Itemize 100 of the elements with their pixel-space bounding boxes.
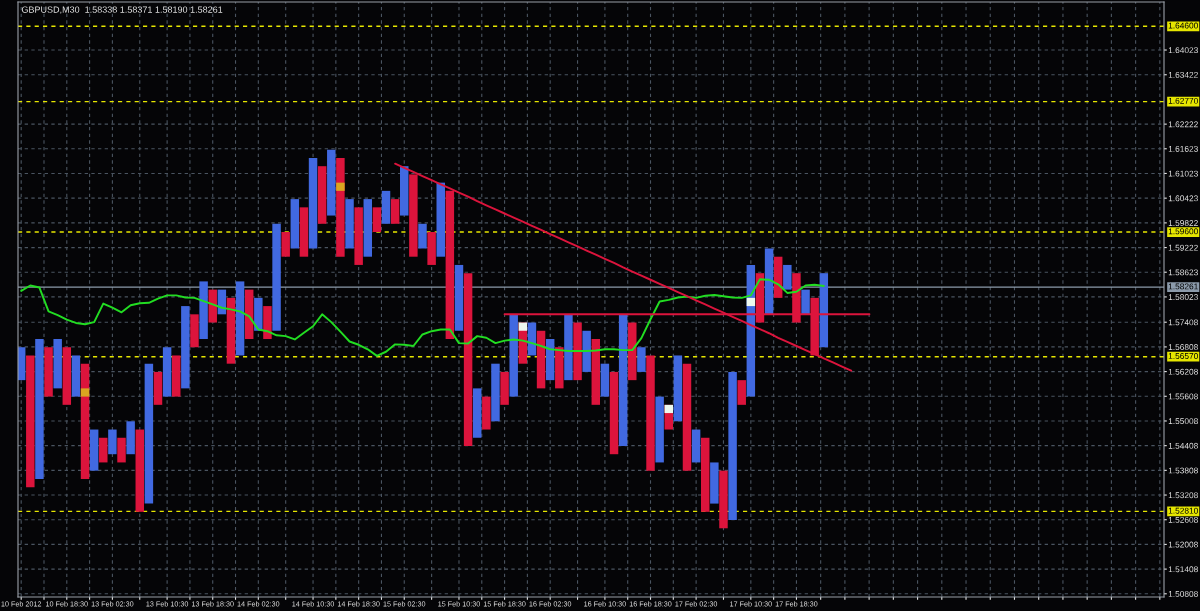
bar [618,314,628,446]
bar [44,347,53,397]
ref-line-label: 1.64600 [1168,22,1198,29]
bar [108,429,117,455]
bar [80,363,90,479]
bar [89,429,99,471]
bar [172,355,181,397]
ref-line-label: 1.56570 [1168,353,1198,359]
bar [564,314,573,381]
y-tick-label: 1.52008 [1168,541,1198,548]
bar [372,207,382,233]
bar [317,166,327,224]
y-tick-label: 1.60423 [1168,195,1198,202]
y-tick-label: 1.53208 [1168,492,1198,499]
bar [628,322,637,381]
bar [500,371,509,405]
bar [482,396,491,430]
bar [573,322,582,381]
bar [801,289,810,315]
y-tick-label: 1.58023 [1168,294,1198,301]
y-tick-label: 1.57408 [1168,319,1198,326]
y-tick-label: 1.64023 [1168,47,1198,54]
bar [117,437,126,463]
bar [664,404,673,414]
bar [53,339,62,389]
bar [783,264,792,290]
y-tick-label: 1.55008 [1168,418,1198,425]
bar [26,355,35,488]
bar [354,207,363,265]
bar [746,297,756,307]
bar [472,388,482,438]
y-tick-label: 1.58623 [1168,269,1198,276]
bar [764,248,774,315]
bar [381,190,391,224]
bar [737,380,746,405]
y-tick-label: 1.53808 [1168,467,1198,474]
y-tick-label: 1.50808 [1168,590,1198,597]
bar [80,388,90,397]
bar [126,421,135,455]
bar [463,273,473,446]
bar [491,363,500,422]
ref-line-label: 1.62770 [1168,97,1198,104]
bar [555,347,564,389]
bar [609,371,619,455]
bar [400,166,409,216]
y-tick-label: 1.54408 [1168,442,1198,449]
bar [728,371,737,521]
bar [263,306,272,339]
bar [418,223,427,249]
bar [226,297,236,364]
bar [308,157,318,249]
ref-line-label: 1.59600 [1168,228,1198,235]
bar [390,199,400,224]
bar [290,199,300,249]
bar [336,182,345,191]
y-tick-label: 1.61623 [1168,145,1198,152]
bar [99,437,108,463]
bar [710,462,719,504]
bar [235,281,245,356]
bar [363,199,373,257]
bar [436,182,445,257]
bar [199,281,208,339]
bar [144,363,154,504]
bar [35,339,44,479]
y-tick-label: 1.51408 [1168,566,1198,573]
chart-title: GBPUSD,M30 1.58338 1.58371 1.58190 1.58261 [21,6,223,14]
y-tick-label: 1.55608 [1168,393,1198,400]
y-tick-label: 1.63422 [1168,71,1198,78]
bar [181,306,190,389]
bar [327,149,336,216]
y-tick-label: 1.56808 [1168,344,1198,350]
bar [62,347,72,405]
bar [445,190,455,339]
bar [272,223,281,331]
ref-line-label: 1.58261 [1168,283,1198,290]
bar [409,174,418,257]
bar [646,355,655,471]
bar [545,339,555,381]
bar [71,355,81,397]
bar [190,314,199,348]
bar [254,297,263,331]
bar [509,314,518,397]
y-tick-label: 1.56208 [1168,368,1198,375]
bar [655,396,664,463]
bar [281,232,290,257]
bar [518,322,528,331]
bar [162,347,172,397]
bar [700,437,710,512]
line-series [20,278,825,357]
bar [153,371,163,405]
bar [208,289,217,323]
ref-line-label: 1.52810 [1168,507,1198,514]
bar [691,429,701,463]
bar [135,429,144,512]
bar [591,339,601,405]
y-tick-label: 1.52608 [1168,516,1198,523]
bar [582,330,591,372]
y-tick-label: 1.61023 [1168,170,1198,177]
bar [682,363,692,471]
bar [600,363,610,397]
